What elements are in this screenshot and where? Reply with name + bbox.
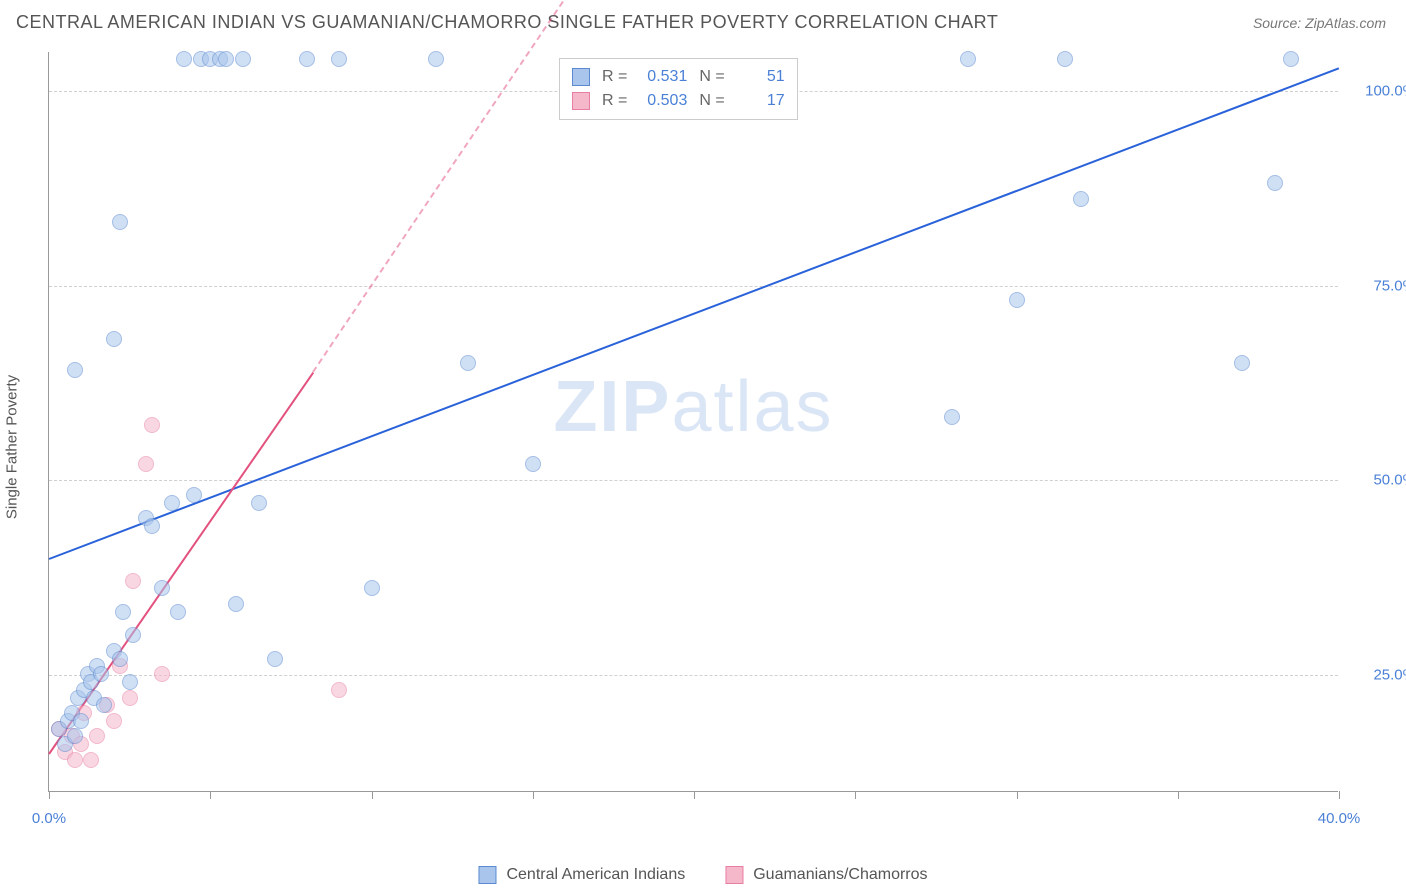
x-tick — [694, 791, 695, 799]
data-point — [144, 417, 160, 433]
data-point — [125, 573, 141, 589]
gridline — [49, 480, 1338, 481]
data-point — [460, 355, 476, 371]
data-point — [331, 51, 347, 67]
gridline — [49, 675, 1338, 676]
gridline — [49, 286, 1338, 287]
data-point — [1283, 51, 1299, 67]
data-point — [1267, 175, 1283, 191]
x-tick — [533, 791, 534, 799]
data-point — [1057, 51, 1073, 67]
data-point — [1234, 355, 1250, 371]
data-point — [67, 752, 83, 768]
data-point — [331, 682, 347, 698]
series-b-name: Guamanians/Chamorros — [753, 866, 927, 884]
plot-area: ZIPatlas R = 0.531 N = 51 R = 0.503 N = … — [48, 52, 1338, 792]
x-tick — [49, 791, 50, 799]
series-a-name: Central American Indians — [506, 866, 685, 884]
swatch-b — [572, 92, 590, 110]
chart-title: CENTRAL AMERICAN INDIAN VS GUAMANIAN/CHA… — [16, 12, 998, 33]
data-point — [125, 627, 141, 643]
data-point — [364, 580, 380, 596]
source-label: Source: ZipAtlas.com — [1253, 15, 1386, 31]
trend-line — [313, 0, 598, 373]
data-point — [960, 51, 976, 67]
data-point — [96, 697, 112, 713]
y-tick-label: 100.0% — [1346, 82, 1406, 99]
x-tick-label: 40.0% — [1318, 810, 1361, 827]
data-point — [428, 51, 444, 67]
data-point — [176, 51, 192, 67]
data-point — [299, 51, 315, 67]
data-point — [218, 51, 234, 67]
data-point — [186, 487, 202, 503]
data-point — [944, 409, 960, 425]
trend-line — [49, 68, 1340, 561]
data-point — [267, 651, 283, 667]
data-point — [164, 495, 180, 511]
data-point — [67, 728, 83, 744]
data-point — [122, 674, 138, 690]
y-tick-label: 75.0% — [1346, 277, 1406, 294]
y-tick-label: 50.0% — [1346, 472, 1406, 489]
chart-container: Single Father Poverty ZIPatlas R = 0.531… — [48, 52, 1388, 842]
data-point — [1073, 191, 1089, 207]
y-axis-label: Single Father Poverty — [4, 375, 21, 519]
x-tick — [855, 791, 856, 799]
x-tick — [210, 791, 211, 799]
y-tick-label: 25.0% — [1346, 667, 1406, 684]
x-tick — [1339, 791, 1340, 799]
x-tick — [1178, 791, 1179, 799]
data-point — [170, 604, 186, 620]
data-point — [93, 666, 109, 682]
x-tick — [372, 791, 373, 799]
data-point — [89, 728, 105, 744]
data-point — [112, 651, 128, 667]
data-point — [228, 596, 244, 612]
swatch-a — [572, 68, 590, 86]
swatch-a-icon — [478, 866, 496, 884]
watermark: ZIPatlas — [553, 366, 833, 448]
x-tick-label: 0.0% — [32, 810, 66, 827]
data-point — [144, 518, 160, 534]
x-tick — [1017, 791, 1018, 799]
stats-legend: R = 0.531 N = 51 R = 0.503 N = 17 — [559, 58, 798, 120]
swatch-b-icon — [725, 866, 743, 884]
data-point — [154, 666, 170, 682]
data-point — [106, 331, 122, 347]
data-point — [106, 713, 122, 729]
data-point — [154, 580, 170, 596]
data-point — [112, 214, 128, 230]
data-point — [73, 713, 89, 729]
data-point — [83, 752, 99, 768]
data-point — [122, 690, 138, 706]
data-point — [251, 495, 267, 511]
data-point — [525, 456, 541, 472]
bottom-legend: Central American Indians Guamanians/Cham… — [478, 866, 927, 884]
data-point — [235, 51, 251, 67]
data-point — [138, 456, 154, 472]
data-point — [67, 362, 83, 378]
data-point — [1009, 292, 1025, 308]
data-point — [115, 604, 131, 620]
